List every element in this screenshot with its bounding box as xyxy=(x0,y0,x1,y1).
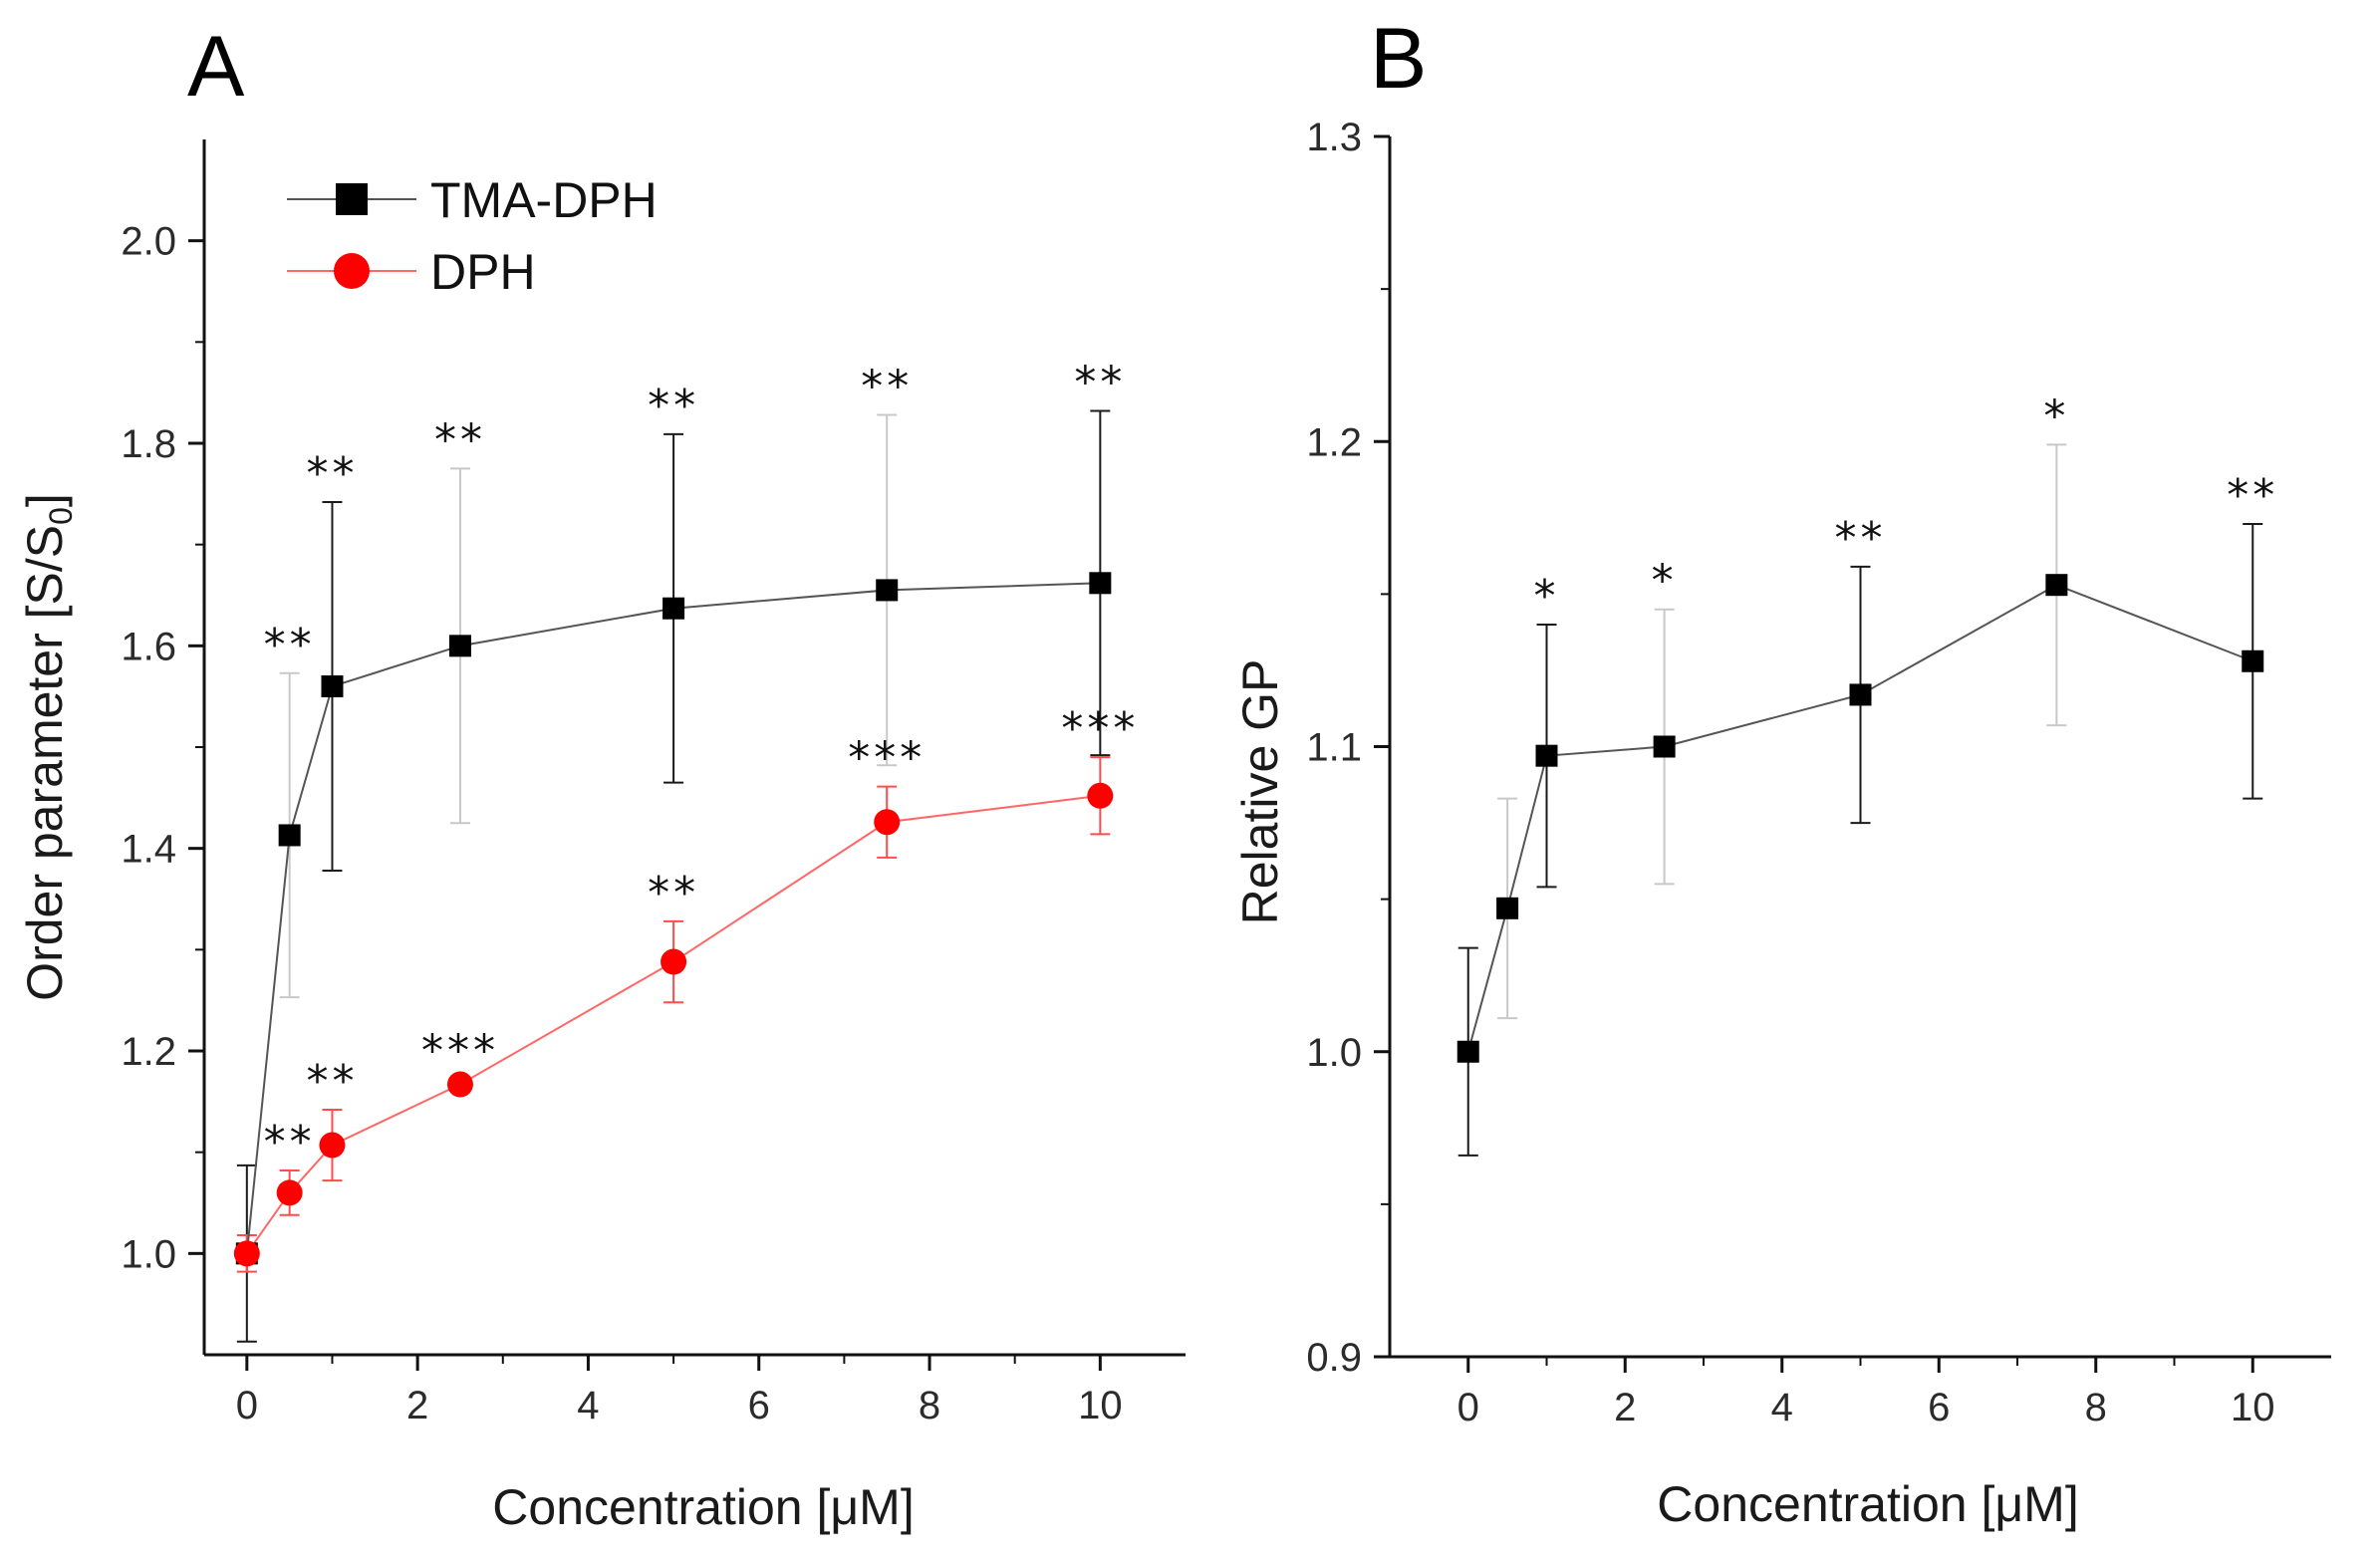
panel-a-x-axis-title: Concentration [μM] xyxy=(492,1479,914,1535)
a-point-tma-dph xyxy=(448,635,471,657)
panel-a-data-points xyxy=(233,572,1114,1267)
panel-a-x-ticks: 0 2 4 6 8 10 xyxy=(236,1355,1123,1427)
panel-a-y-ticks: 1.0 1.2 1.4 1.6 1.8 2.0 xyxy=(121,220,204,1276)
b-point-relative-gp xyxy=(1456,1040,1479,1063)
panel-a-letter: A xyxy=(187,19,245,115)
b-point-relative-gp xyxy=(2045,574,2068,597)
a-significance-dph: *** xyxy=(421,1025,499,1076)
b-y-tick-label: 1.0 xyxy=(1306,1031,1362,1075)
b-significance-relative-gp: * xyxy=(1652,556,1678,607)
b-point-relative-gp xyxy=(1849,683,1872,706)
panel-b-y-ticks: 0.9 1.0 1.1 1.2 1.3 xyxy=(1306,116,1390,1380)
panel-a-y-axis-title-subscript: 0 xyxy=(43,507,79,525)
a-x-tick-label: 4 xyxy=(577,1384,599,1427)
a-significance-dph: *** xyxy=(848,733,926,784)
a-x-tick-label: 0 xyxy=(236,1384,258,1427)
a-x-tick-label: 10 xyxy=(1078,1384,1123,1427)
legend-tma-dph-label: TMA-DPH xyxy=(430,172,658,228)
a-x-tick-label: 6 xyxy=(748,1384,770,1427)
a-point-tma-dph xyxy=(1089,572,1112,595)
a-significance-tma-dph: ** xyxy=(264,620,316,670)
a-point-tma-dph xyxy=(662,597,685,620)
a-point-dph xyxy=(661,948,687,975)
a-significance-tma-dph: ** xyxy=(648,381,699,431)
a-point-tma-dph xyxy=(876,579,899,602)
b-x-tick-label: 2 xyxy=(1614,1386,1636,1429)
panel-b-data-points xyxy=(1456,574,2264,1063)
panel-a: A ******** ** ***************** 0 2 4 6 8 10 1.… xyxy=(17,19,1186,1535)
legend-tma-dph-marker xyxy=(336,183,368,215)
b-point-relative-gp xyxy=(1496,897,1519,919)
panel-a-axes xyxy=(202,139,1186,1357)
a-y-tick-label: 1.6 xyxy=(121,625,176,668)
panel-b: B * ****** 0 2 4 6 8 10 0.91.01.11.21.3 Concen… xyxy=(1232,11,2331,1532)
b-y-tick-label: 1.3 xyxy=(1306,116,1362,159)
a-point-dph xyxy=(276,1179,303,1206)
b-x-tick-label: 8 xyxy=(2085,1386,2107,1429)
legend-dph-label: DPH xyxy=(430,244,536,300)
a-point-dph xyxy=(319,1132,346,1159)
a-point-dph xyxy=(874,809,901,836)
b-point-relative-gp xyxy=(1653,735,1676,758)
a-significance-dph: ** xyxy=(648,868,699,918)
panel-b-x-axis-title: Concentration [μM] xyxy=(1657,1476,2078,1532)
panel-b-y-axis-title: Relative GP xyxy=(1232,659,1288,925)
b-y-tick-label: 0.9 xyxy=(1306,1336,1362,1380)
a-y-tick-label: 1.4 xyxy=(121,828,176,872)
panel-a-y-axis-title-end: ] xyxy=(17,493,73,507)
a-point-tma-dph xyxy=(321,675,344,697)
a-y-tick-label: 2.0 xyxy=(121,220,176,264)
a-significance-dph: *** xyxy=(1061,703,1139,754)
a-significance-dph: ** xyxy=(306,1056,358,1107)
b-significance-relative-gp: ** xyxy=(1835,513,1887,564)
b-x-tick-label: 0 xyxy=(1457,1386,1479,1429)
a-y-tick-label: 1.8 xyxy=(121,422,176,466)
b-significance-relative-gp: * xyxy=(1534,571,1560,622)
legend-dph-marker xyxy=(334,253,370,289)
panel-b-letter: B xyxy=(1370,11,1427,107)
panel-a-y-axis-title: Order parameter [S/S0] xyxy=(17,493,79,1001)
b-x-tick-label: 6 xyxy=(1928,1386,1950,1429)
a-series-line-dph xyxy=(246,794,1101,1254)
a-point-dph xyxy=(233,1240,260,1267)
b-point-relative-gp xyxy=(2242,649,2264,672)
a-y-tick-label: 1.0 xyxy=(121,1232,176,1276)
panel-a-significance-labels: ******** ** ***************** xyxy=(264,357,1139,1167)
b-significance-relative-gp: ** xyxy=(2227,470,2278,521)
a-significance-tma-dph: ** xyxy=(306,448,358,499)
a-significance-tma-dph: ** xyxy=(861,362,913,412)
a-point-tma-dph xyxy=(278,824,301,847)
a-point-dph xyxy=(1087,782,1114,809)
panel-a-y-axis-title-main: Order parameter [S/S xyxy=(17,525,73,1001)
panel-b-significance-labels: * ****** xyxy=(1534,390,2278,622)
a-significance-tma-dph: ** xyxy=(1074,357,1126,407)
panel-a-legend: TMA-DPH DPH xyxy=(287,172,658,300)
b-y-tick-label: 1.2 xyxy=(1306,420,1362,464)
a-x-tick-label: 8 xyxy=(919,1384,940,1427)
a-significance-dph: ** xyxy=(264,1117,316,1167)
a-point-dph xyxy=(446,1071,473,1098)
a-significance-tma-dph: ** xyxy=(434,414,486,465)
b-x-tick-label: 10 xyxy=(2231,1386,2275,1429)
panel-b-x-ticks: 0 2 4 6 8 10 xyxy=(1457,1357,2275,1429)
b-y-tick-label: 1.1 xyxy=(1306,726,1362,770)
b-x-tick-label: 4 xyxy=(1771,1386,1793,1429)
a-x-tick-label: 2 xyxy=(406,1384,428,1427)
b-significance-relative-gp: * xyxy=(2043,390,2069,441)
a-y-tick-label: 1.2 xyxy=(121,1030,176,1074)
b-point-relative-gp xyxy=(1535,744,1558,767)
